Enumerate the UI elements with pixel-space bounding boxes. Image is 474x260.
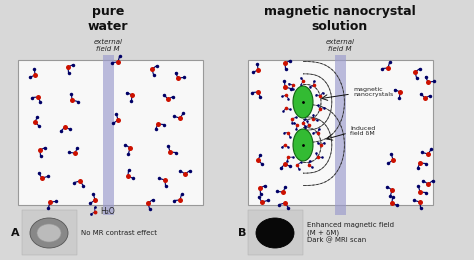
FancyBboxPatch shape <box>103 55 114 215</box>
Text: Enhanced magnetic field
(M + δM)
Dark @ MRI scan: Enhanced magnetic field (M + δM) Dark @ … <box>307 223 394 244</box>
Text: external
field M: external field M <box>93 39 122 52</box>
Text: B: B <box>237 228 246 238</box>
Ellipse shape <box>293 129 313 161</box>
Ellipse shape <box>30 218 68 248</box>
FancyBboxPatch shape <box>22 210 77 255</box>
FancyBboxPatch shape <box>18 60 203 205</box>
Text: external
field M: external field M <box>326 39 355 52</box>
FancyBboxPatch shape <box>248 210 303 255</box>
Text: pure
water: pure water <box>88 5 128 33</box>
Text: magnetic nanocrystal
solution: magnetic nanocrystal solution <box>264 5 416 33</box>
FancyBboxPatch shape <box>248 60 433 205</box>
Text: Induced
field δM: Induced field δM <box>350 126 375 136</box>
Ellipse shape <box>37 224 61 242</box>
Ellipse shape <box>293 86 313 118</box>
Text: magnetic
nanocrystals: magnetic nanocrystals <box>353 87 393 98</box>
Text: A: A <box>11 228 20 238</box>
FancyBboxPatch shape <box>335 55 346 215</box>
Text: No MR contrast effect: No MR contrast effect <box>81 230 157 236</box>
Ellipse shape <box>256 218 294 248</box>
Text: H₂O: H₂O <box>100 207 115 216</box>
